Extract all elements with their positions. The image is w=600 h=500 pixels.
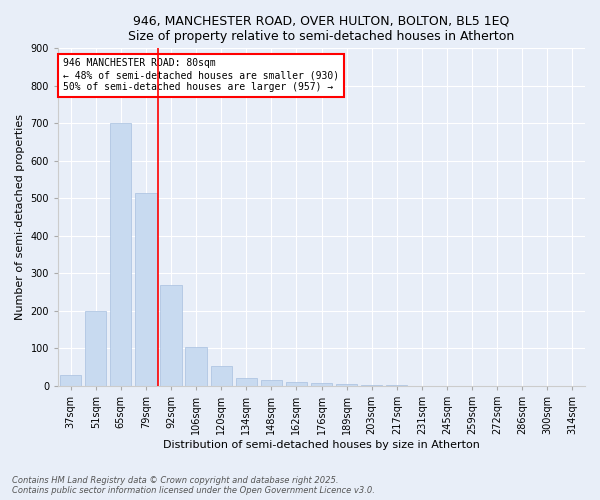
Bar — [135, 192, 157, 386]
Bar — [160, 284, 182, 386]
Bar — [185, 346, 207, 386]
Bar — [386, 385, 407, 386]
Text: 946 MANCHESTER ROAD: 80sqm
← 48% of semi-detached houses are smaller (930)
50% o: 946 MANCHESTER ROAD: 80sqm ← 48% of semi… — [64, 58, 340, 92]
Text: Contains HM Land Registry data © Crown copyright and database right 2025.
Contai: Contains HM Land Registry data © Crown c… — [12, 476, 375, 495]
Bar — [236, 378, 257, 386]
Bar — [211, 366, 232, 386]
Bar — [336, 384, 357, 386]
Bar — [60, 374, 81, 386]
Bar — [286, 382, 307, 386]
Y-axis label: Number of semi-detached properties: Number of semi-detached properties — [15, 114, 25, 320]
Bar — [85, 311, 106, 386]
Bar — [110, 124, 131, 386]
Bar — [361, 385, 382, 386]
X-axis label: Distribution of semi-detached houses by size in Atherton: Distribution of semi-detached houses by … — [163, 440, 480, 450]
Bar — [311, 383, 332, 386]
Bar — [260, 380, 282, 386]
Title: 946, MANCHESTER ROAD, OVER HULTON, BOLTON, BL5 1EQ
Size of property relative to : 946, MANCHESTER ROAD, OVER HULTON, BOLTO… — [128, 15, 515, 43]
